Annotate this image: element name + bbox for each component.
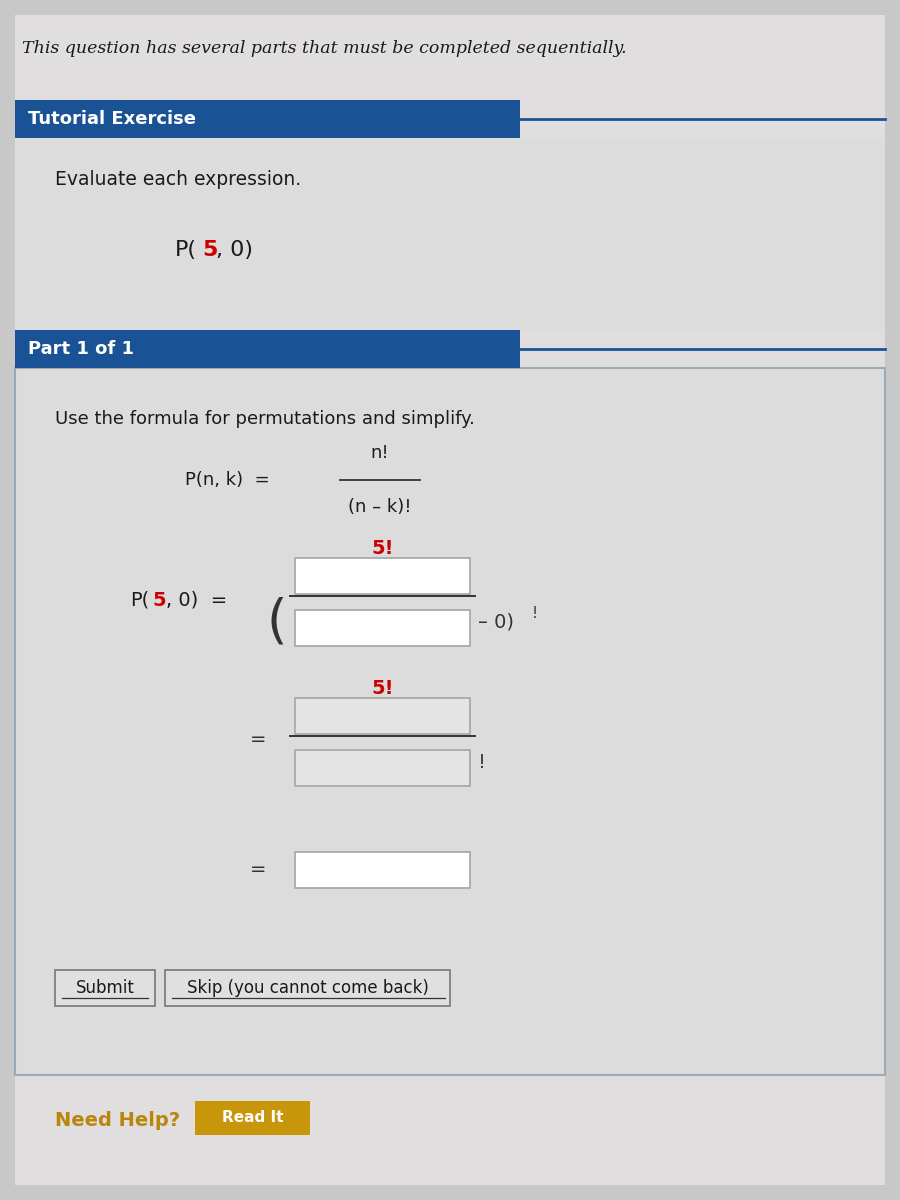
FancyBboxPatch shape [295,750,470,786]
FancyBboxPatch shape [15,330,520,368]
Text: (n – k)!: (n – k)! [348,498,412,516]
Text: Evaluate each expression.: Evaluate each expression. [55,170,302,188]
Text: P(: P( [130,590,149,610]
Text: 5: 5 [202,240,218,260]
FancyBboxPatch shape [295,852,470,888]
Text: 5!: 5! [371,539,394,558]
Text: Use the formula for permutations and simplify.: Use the formula for permutations and sim… [55,410,475,428]
FancyBboxPatch shape [295,698,470,734]
FancyBboxPatch shape [15,138,885,330]
FancyBboxPatch shape [15,100,520,138]
Text: Skip (you cannot come back): Skip (you cannot come back) [187,979,429,997]
FancyBboxPatch shape [15,368,885,1075]
Text: P(: P( [175,240,197,260]
Text: (: ( [266,596,287,648]
Text: n!: n! [371,444,390,462]
FancyBboxPatch shape [15,14,885,1186]
Text: 5!: 5! [371,678,394,697]
FancyBboxPatch shape [295,610,470,646]
FancyBboxPatch shape [55,970,155,1006]
Text: , 0): , 0) [216,240,253,260]
Text: =: = [250,731,266,750]
Text: This question has several parts that must be completed sequentially.: This question has several parts that mus… [22,40,626,56]
FancyBboxPatch shape [295,558,470,594]
FancyBboxPatch shape [195,1102,310,1135]
Text: !: ! [478,752,486,772]
FancyBboxPatch shape [165,970,450,1006]
Text: Tutorial Exercise: Tutorial Exercise [28,110,196,128]
Text: Need Help?: Need Help? [55,1110,180,1129]
Text: Read It: Read It [222,1110,284,1126]
Text: Part 1 of 1: Part 1 of 1 [28,340,134,358]
Text: 5: 5 [152,590,166,610]
Text: – 0): – 0) [478,612,514,631]
Text: Submit: Submit [76,979,134,997]
Text: , 0)  =: , 0) = [166,590,227,610]
Text: =: = [250,860,266,880]
Text: P(n, k)  =: P(n, k) = [185,470,270,490]
Text: !: ! [532,606,538,622]
